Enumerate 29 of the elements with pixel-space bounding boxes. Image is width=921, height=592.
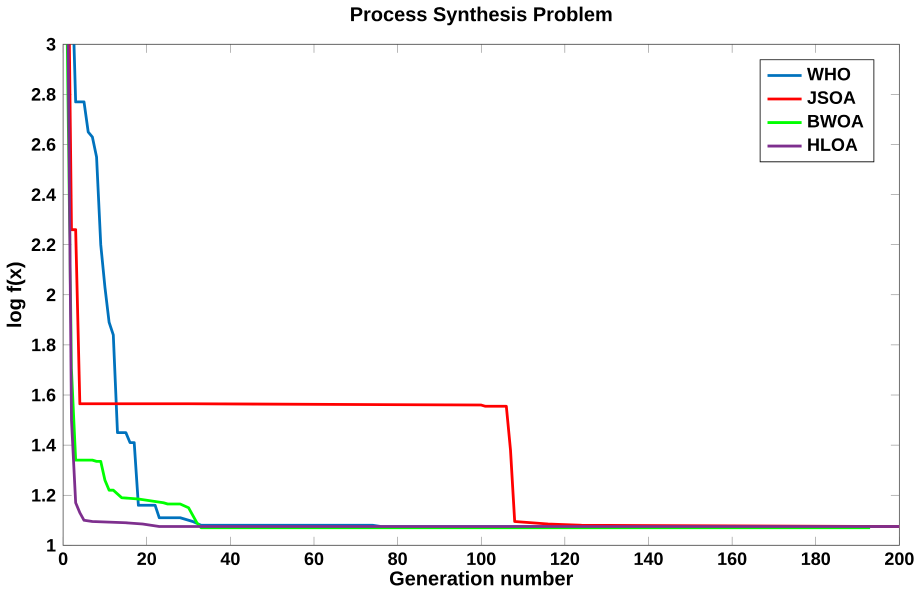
y-tick-label: 2 <box>46 288 56 302</box>
x-tick-label: 40 <box>220 552 240 566</box>
legend-label: JSOA <box>807 91 856 104</box>
x-tick-label: 100 <box>467 552 496 566</box>
x-tick-label: 140 <box>634 552 663 566</box>
chart-title: Process Synthesis Problem <box>351 6 612 26</box>
y-tick-label: 3 <box>46 38 56 51</box>
y-axis-title: log f(x) <box>6 262 26 327</box>
x-tick-label: 180 <box>802 552 830 566</box>
x-tick-label: 20 <box>137 552 156 566</box>
y-tick-label: 1.4 <box>32 438 56 452</box>
y-tick-label: 1 <box>47 539 56 552</box>
y-tick-label: 1.2 <box>32 488 56 502</box>
x-tick-label: 0 <box>58 552 68 566</box>
y-tick-label: 2.2 <box>32 238 56 251</box>
legend-label: BWOA <box>808 114 864 128</box>
x-tick-label: 200 <box>884 552 914 566</box>
x-axis-title: Generation number <box>390 570 574 586</box>
legend-label: WHO <box>807 68 850 80</box>
y-tick-label: 2.8 <box>32 88 56 101</box>
x-tick-label: 160 <box>718 552 746 566</box>
x-tick-label: 60 <box>304 552 324 566</box>
y-tick-label: 1.8 <box>32 338 56 352</box>
x-tick-label: 120 <box>551 552 580 566</box>
y-tick-label: 2.4 <box>32 188 56 201</box>
y-tick-label: 1.6 <box>32 388 56 402</box>
x-tick-label: 80 <box>388 552 407 566</box>
y-tick-label: 2.6 <box>32 138 56 151</box>
legend-label: HLOA <box>808 138 858 151</box>
